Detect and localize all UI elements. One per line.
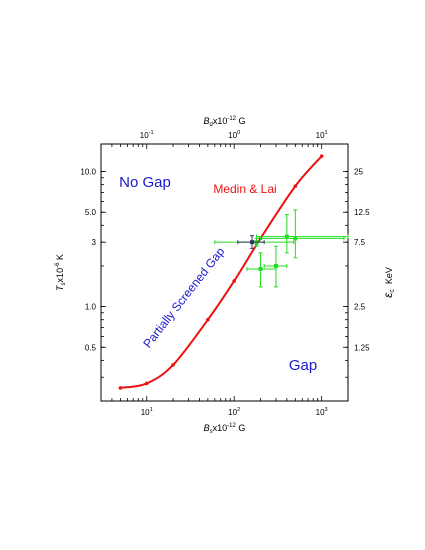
curve-layer: [118, 154, 324, 390]
curve-point: [232, 279, 237, 283]
y-tick-label-left: 10.0: [80, 168, 96, 177]
annotations: No Gap Medin & Lai Partially Screened Gap G…: [119, 174, 317, 374]
curve-point: [206, 317, 210, 322]
y-tick-label-left: 3: [92, 238, 97, 247]
data-marker: [258, 266, 263, 271]
annotation-no-gap: No Gap: [119, 174, 171, 191]
x-tick-label-top: 100: [228, 130, 240, 140]
y-tick-label-right: 12.5: [354, 208, 370, 217]
observed-point: [256, 214, 349, 254]
observed-point: [246, 252, 277, 288]
curve-point: [144, 381, 149, 386]
plot-frame: [100, 143, 349, 402]
annotation-medin-lai: Medin & Lai: [213, 182, 276, 196]
y-tick-label-left: 1.0: [85, 303, 97, 312]
observed-point: [260, 209, 345, 259]
data-marker: [273, 263, 278, 268]
curve-point: [171, 363, 175, 367]
points-layer: [214, 209, 349, 288]
observed-point: [263, 245, 288, 288]
x-tick-label-top: 101: [316, 130, 328, 140]
annotation-partially-screened-gap: Partially Screened Gap: [140, 244, 227, 350]
y-axis-title-left: Tsx10-6 K: [55, 254, 67, 291]
curve-point: [293, 184, 298, 188]
y-tick-label-right: 25: [354, 168, 363, 177]
x-tick-label-bottom: 103: [316, 407, 328, 417]
medin-lai-curve: [120, 155, 323, 389]
x-tick-label-bottom: 102: [228, 407, 240, 417]
x-tick-label-top: 10-1: [140, 130, 154, 140]
axis-ticks: [100, 144, 349, 402]
curve-point: [319, 154, 324, 158]
y-tick-label-right: 2.5: [354, 303, 366, 312]
data-marker: [293, 236, 298, 241]
labels-layer: 101 102 103 10-1 100 101 0.5 1.0 3 5.0 10.0 1.25 2.5…: [55, 116, 396, 435]
curve-point: [118, 386, 123, 390]
x-axis-title-top: Bdx10-12 G: [203, 116, 245, 128]
data-marker: [284, 234, 289, 239]
y-tick-label-left: 0.5: [85, 343, 97, 352]
x-tick-label-bottom: 101: [141, 407, 153, 417]
dark-observed-point: [237, 235, 265, 249]
y-tick-label-right: 1.25: [354, 343, 370, 352]
x-axis-title-bottom: Bsx10-12 G: [204, 423, 246, 435]
data-marker: [250, 240, 255, 245]
y-tick-label-left: 5.0: [85, 208, 97, 217]
y-tick-label-right: 7.5: [354, 238, 366, 247]
y-axis-title-right: εcKeV: [381, 267, 396, 298]
annotation-gap: Gap: [289, 357, 317, 374]
